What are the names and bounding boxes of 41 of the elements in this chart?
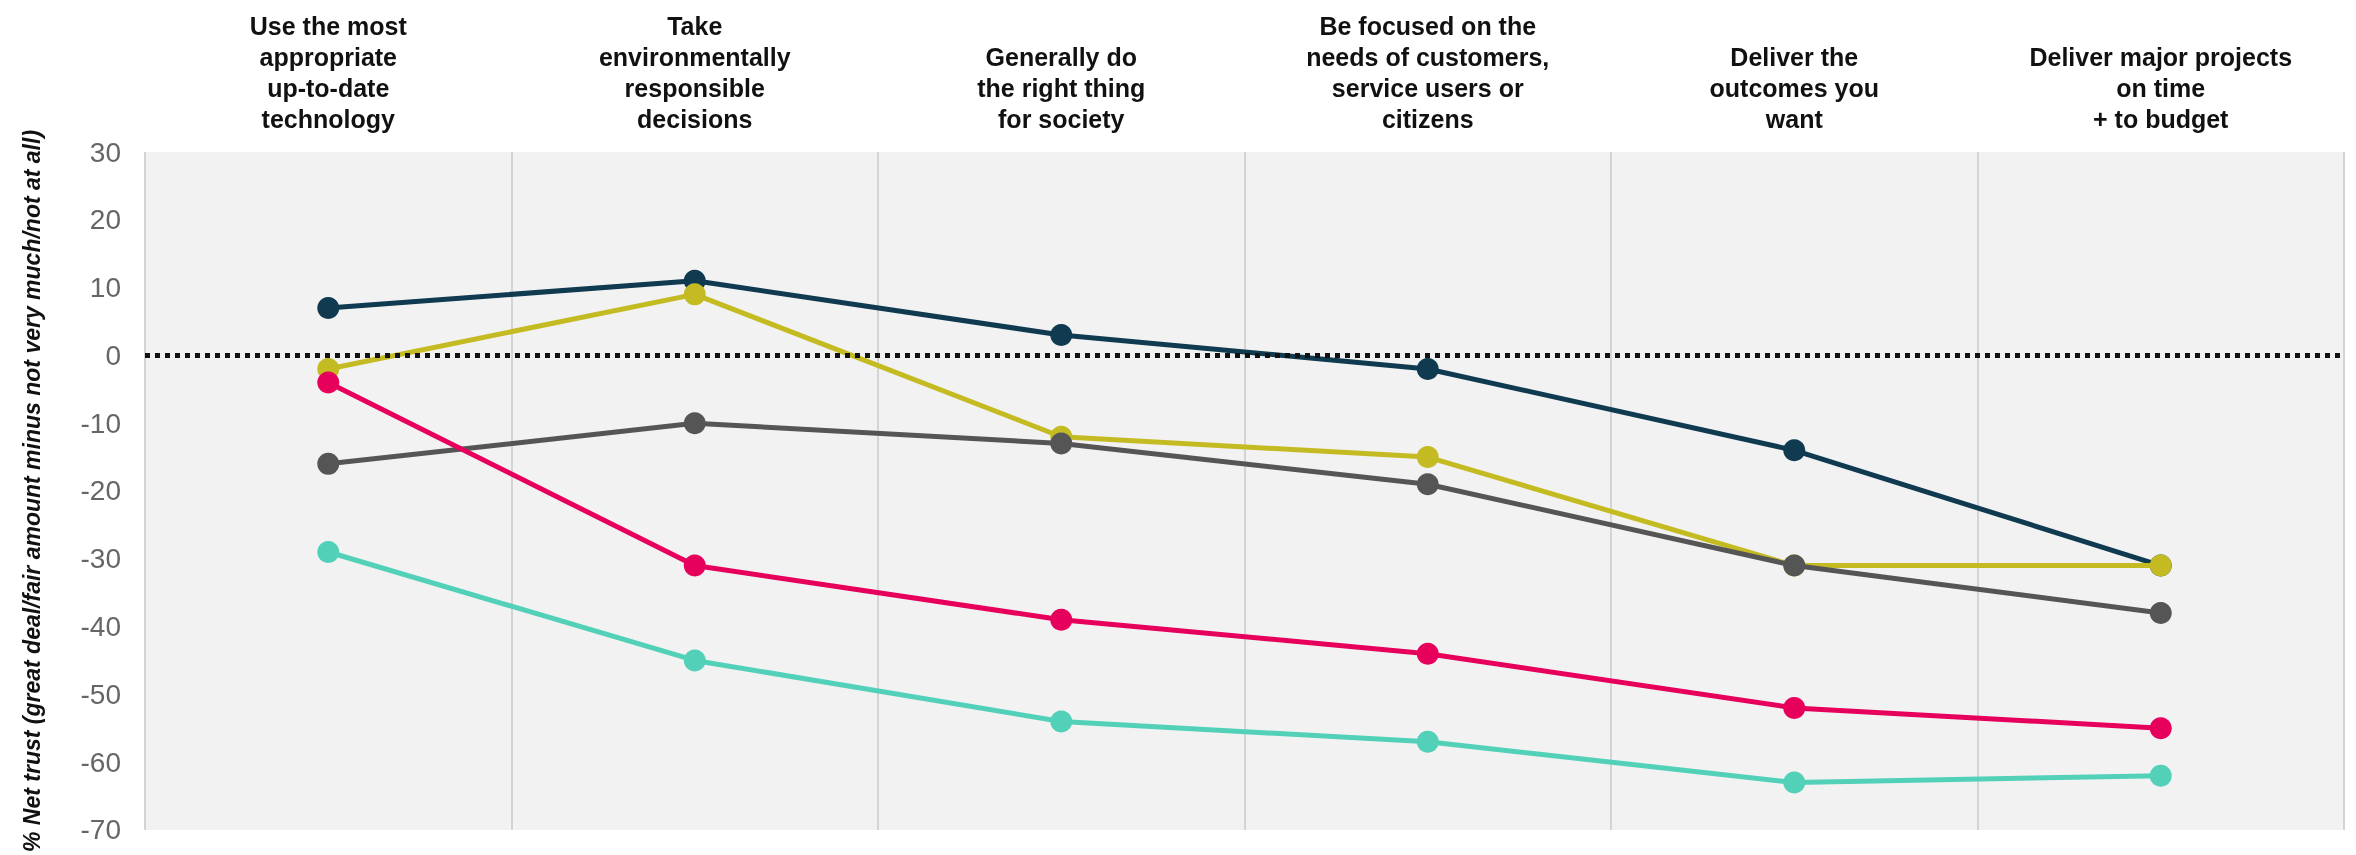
x-tick-label: Deliver major projects on time + to budget: [2029, 42, 2293, 133]
point: [317, 296, 340, 319]
x-tick-label: Generally do the right thing for society: [977, 42, 1146, 133]
point: [2149, 717, 2172, 740]
x-tick-label: Take environmentally responsible decisions: [598, 11, 791, 133]
point: [1416, 642, 1439, 665]
y-tick-label: -20: [80, 475, 121, 507]
y-tick-label: -40: [80, 611, 121, 643]
y-tick-label: -60: [80, 746, 121, 778]
y-tick-label: 0: [105, 339, 121, 371]
point: [1050, 710, 1073, 733]
point: [317, 540, 340, 563]
point: [317, 371, 340, 394]
point: [1050, 608, 1073, 631]
point: [2149, 764, 2172, 787]
y-tick-label: -70: [80, 814, 121, 846]
x-tick-label: Be focused on the needs of customers, service users or citizens: [1306, 11, 1550, 133]
y-tick-label: -30: [80, 543, 121, 575]
point: [1416, 730, 1439, 753]
point: [683, 649, 706, 672]
y-tick-label: 10: [89, 272, 121, 304]
point: [1416, 446, 1439, 469]
point: [1783, 696, 1806, 719]
x-tick-label: Deliver the outcomes you want: [1709, 42, 1879, 133]
point: [683, 554, 706, 577]
point: [2149, 602, 2172, 624]
point: [317, 452, 340, 475]
point: [1783, 771, 1806, 794]
point: [1416, 473, 1439, 496]
x-tick-label: Use the most appropriate up-to-date technology: [249, 11, 408, 133]
point: [1783, 439, 1806, 462]
y-tick-label: -10: [80, 407, 121, 439]
point: [683, 412, 706, 435]
point: [683, 283, 706, 306]
y-axis-title: % Net trust (great deal/fair amount minus not very much/not at all): [18, 129, 45, 853]
y-tick-label: 20: [89, 204, 121, 236]
point: [1416, 357, 1439, 380]
y-tick-label: 30: [89, 136, 121, 168]
point: [1050, 432, 1073, 455]
point: [1050, 324, 1073, 347]
y-tick-label: -50: [80, 678, 121, 710]
